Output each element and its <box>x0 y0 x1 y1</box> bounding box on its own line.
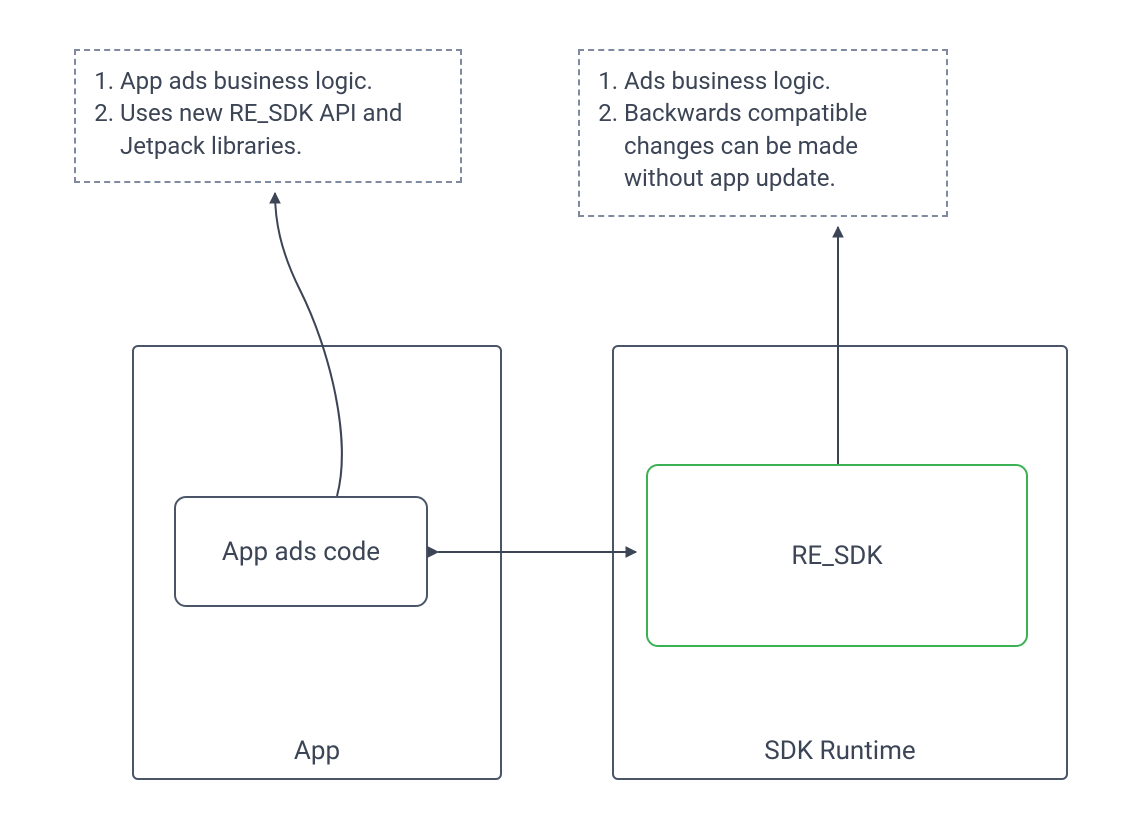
container-app-label: App <box>134 736 500 766</box>
box-app-ads-code-label: App ads code <box>222 537 380 567</box>
box-re-sdk-label: RE_SDK <box>791 541 882 571</box>
note-sdk-item-2: Backwards compatible changes can be made… <box>624 97 928 194</box>
box-app-ads-code: App ads code <box>174 496 428 607</box>
note-app-ads-item-1: App ads business logic. <box>120 65 442 97</box>
container-sdk-runtime-label: SDK Runtime <box>614 736 1066 766</box>
note-sdk-item-1: Ads business logic. <box>624 65 928 97</box>
box-re-sdk: RE_SDK <box>646 464 1028 647</box>
note-sdk-runtime: Ads business logic. Backwards compatible… <box>578 49 948 217</box>
diagram-canvas: App ads business logic. Uses new RE_SDK … <box>0 0 1134 831</box>
note-app-ads-item-2: Uses new RE_SDK API and Jetpack librarie… <box>120 97 442 162</box>
note-app-ads: App ads business logic. Uses new RE_SDK … <box>74 49 462 183</box>
